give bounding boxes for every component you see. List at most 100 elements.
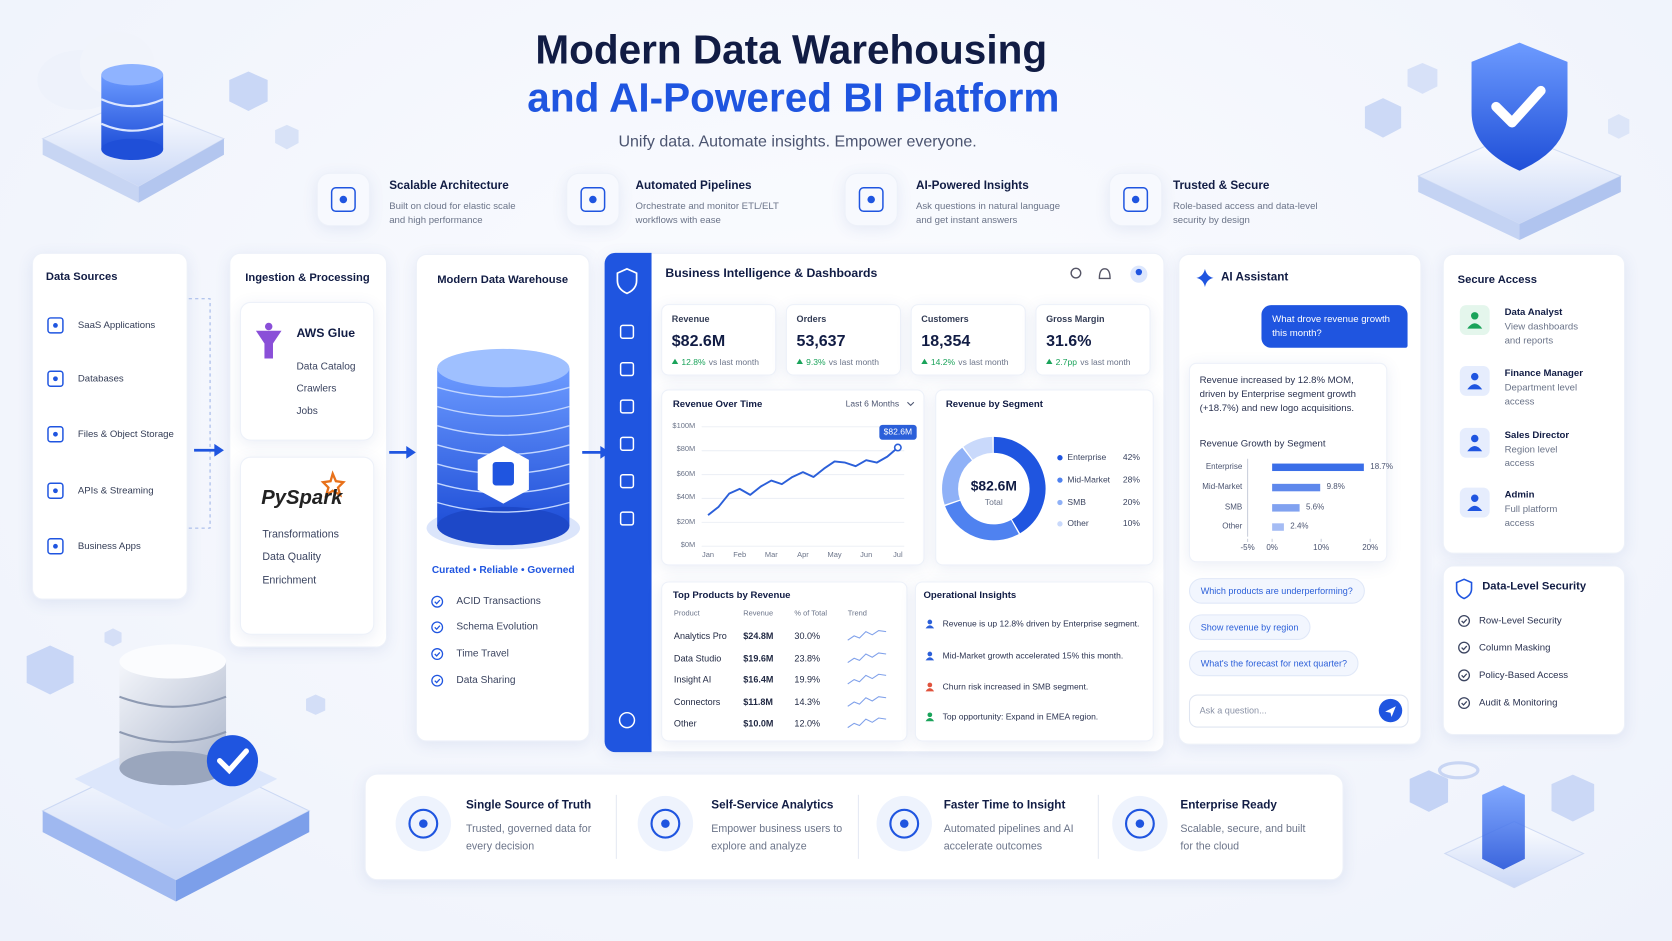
- insight-icon-head: [927, 651, 933, 657]
- trend-sparkline: [847, 673, 887, 685]
- table-cell: $19.6M: [743, 652, 774, 664]
- x-tick-label: Mar: [764, 551, 778, 559]
- sidebar-help: [618, 711, 636, 729]
- donut-segment: [993, 436, 1046, 534]
- table-cell: 14.3%: [794, 696, 821, 708]
- y-tick-label: $60M: [676, 470, 696, 478]
- kpi-card: [661, 304, 777, 376]
- table-header: % of Total: [794, 610, 828, 618]
- kpi-note: vs last month: [828, 357, 880, 368]
- title: and AI-Powered BI Platform: [527, 76, 1060, 122]
- value-label: 9.8%: [1326, 481, 1345, 492]
- table-cell: Data Studio: [673, 652, 722, 664]
- chart-title: Revenue Growth by Segment: [1199, 437, 1326, 449]
- ai-answer: Revenue increased by 12.8% MOM, driven b…: [1199, 374, 1356, 413]
- table-cell: $10.0M: [743, 717, 774, 729]
- benefit-icon-dot: [661, 819, 670, 828]
- sidebar-icon: [619, 436, 635, 451]
- tool-item: Jobs: [296, 405, 318, 418]
- benefit-title: Faster Time to Insight: [943, 799, 1066, 812]
- insight-icon-body: [925, 657, 935, 661]
- kpi-label: Orders: [796, 313, 827, 325]
- warehouse-item: Schema Evolution: [456, 621, 539, 633]
- value-label: $82.6M: [879, 425, 917, 440]
- suggestion-chip: Show revenue by region: [1188, 614, 1311, 641]
- bar: [1272, 483, 1321, 492]
- icon-dot: [867, 195, 875, 204]
- role-icon-head: [1471, 372, 1479, 381]
- icon-dot: [53, 488, 58, 494]
- insights-title: Operational Insights: [923, 589, 1017, 601]
- check-mark: [1461, 618, 1468, 624]
- table-header: Trend: [847, 610, 867, 618]
- aws-glue-card: [239, 301, 375, 441]
- x-tick-label: Apr: [797, 551, 809, 559]
- legend-label: Other: [1067, 518, 1089, 529]
- icon: [1123, 187, 1149, 212]
- table-cell: $24.8M: [743, 630, 774, 642]
- tool-name: AWS Glue: [296, 327, 356, 340]
- check-icon: [431, 674, 444, 687]
- benefit-icon: [408, 808, 439, 839]
- warehouse-item: ACID Transactions: [456, 595, 541, 608]
- source-item: Files & Object Storage: [77, 428, 174, 440]
- decor-database-check: [26, 628, 326, 902]
- insight-item: Mid-Market growth accelerated 15% this m…: [942, 651, 1124, 661]
- tagline: Curated • Reliable • Governed: [431, 564, 575, 577]
- warehouse-ring: [437, 425, 570, 436]
- role-icon-head: [1471, 494, 1479, 502]
- security-item: Audit & Monitoring: [1478, 697, 1558, 708]
- table-cell: Connectors: [673, 696, 721, 708]
- card-title: Data-Level Security: [1482, 579, 1587, 593]
- ai-title: AI Assistant: [1220, 271, 1289, 284]
- bar-label: Enterprise: [1205, 461, 1243, 472]
- kpi-label: Gross Margin: [1046, 313, 1105, 325]
- legend-label: Mid-Market: [1067, 474, 1111, 485]
- table-cell: 19.9%: [794, 674, 821, 685]
- flow-arrow-head: [214, 443, 224, 457]
- icon-dot: [1131, 195, 1140, 204]
- donut-segment: [942, 447, 973, 505]
- role-name: Sales Director: [1504, 429, 1570, 441]
- bar-label: Other: [1222, 521, 1243, 531]
- warehouse-ring: [437, 386, 570, 398]
- icon: [47, 538, 64, 555]
- tool-item: Data Quality: [262, 551, 321, 564]
- value-label: 28%: [1122, 474, 1140, 485]
- role-name: Admin: [1504, 489, 1535, 500]
- legend-dot: [1057, 477, 1063, 483]
- x-tick-label: Feb: [733, 551, 747, 559]
- suggestion-chip: Which products are underperforming?: [1188, 578, 1365, 605]
- source-item: Databases: [77, 372, 124, 384]
- warehouse-item: Time Travel: [456, 647, 509, 660]
- role-icon-body: [1467, 323, 1483, 329]
- value-label: 18.7%: [1370, 461, 1393, 472]
- feature-icon-box: [316, 172, 371, 227]
- x-tick-label: Jan: [702, 551, 715, 559]
- suggestion-chip: What's the forecast for next quarter?: [1188, 650, 1359, 677]
- products-card: [661, 581, 908, 742]
- tool-item: Enrichment: [262, 574, 317, 587]
- role-icon: [1459, 487, 1490, 518]
- benefit-title: Self-Service Analytics: [711, 799, 834, 812]
- glue-icon-top: [264, 322, 273, 331]
- data-security-card: [1442, 565, 1626, 736]
- kpi-label: Revenue: [671, 313, 710, 325]
- kpi-change-row: 12.8% vs last month: [671, 357, 759, 369]
- table-cell: $11.8M: [743, 696, 773, 708]
- value-label: 2.4%: [1290, 521, 1309, 531]
- value-label: 5.6%: [1305, 502, 1325, 512]
- benefit-title: Enterprise Ready: [1180, 799, 1277, 812]
- bar: [1272, 504, 1300, 512]
- check-icon: [431, 621, 444, 634]
- role-icon-body: [1467, 384, 1483, 390]
- icon: [47, 482, 64, 499]
- table-cell: Other: [673, 717, 697, 729]
- benefit-icon-dot: [1135, 819, 1145, 828]
- check-icon: [1458, 697, 1471, 710]
- feature-title: Scalable Architecture: [389, 179, 509, 193]
- insight-icon-head: [927, 619, 933, 625]
